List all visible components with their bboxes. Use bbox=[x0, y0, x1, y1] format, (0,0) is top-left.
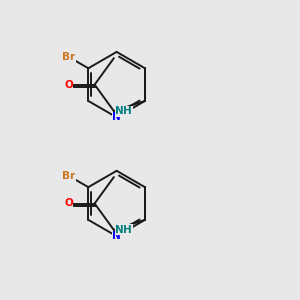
Text: Br: Br bbox=[62, 52, 75, 62]
Text: N: N bbox=[115, 106, 124, 116]
Text: Br: Br bbox=[62, 171, 75, 181]
Text: N: N bbox=[112, 231, 121, 241]
Text: O: O bbox=[64, 199, 73, 208]
Text: N: N bbox=[112, 112, 121, 122]
Text: O: O bbox=[64, 80, 73, 90]
Text: H: H bbox=[123, 225, 132, 235]
Text: H: H bbox=[123, 106, 132, 116]
Text: N: N bbox=[115, 225, 124, 235]
